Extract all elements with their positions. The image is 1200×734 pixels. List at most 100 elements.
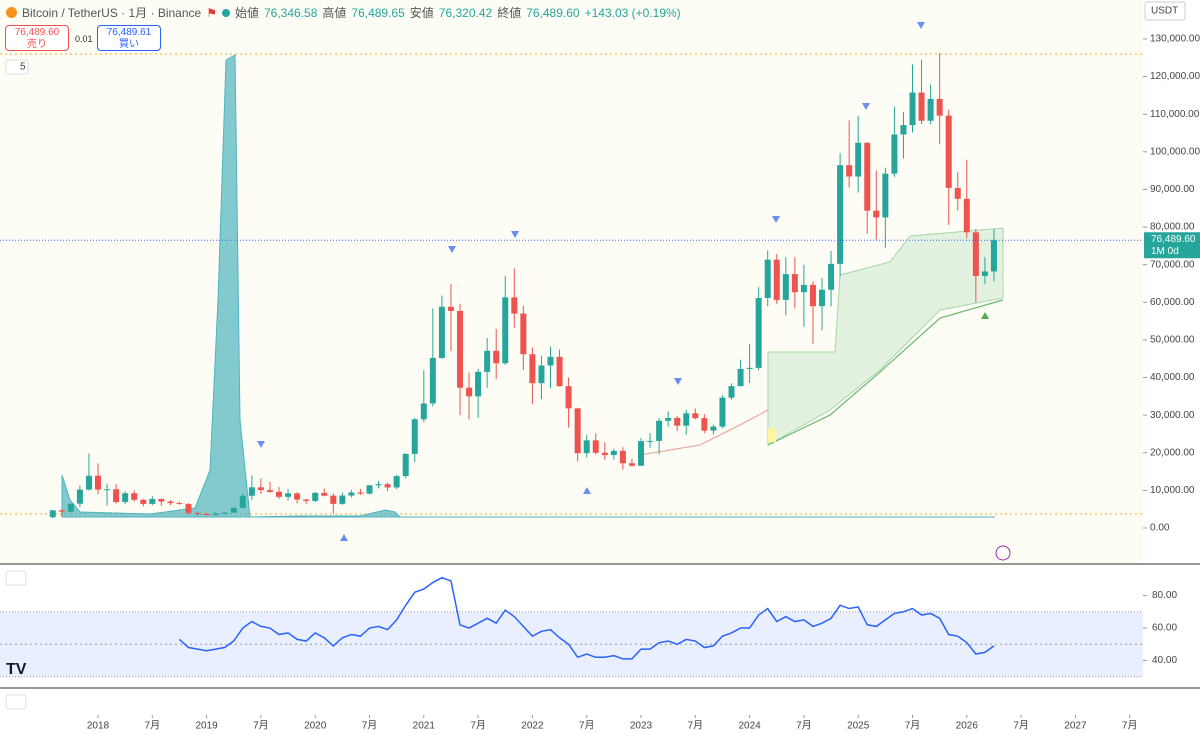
candle-body <box>484 350 491 372</box>
candle-body <box>429 357 436 404</box>
candle-body <box>113 489 120 503</box>
candle-body <box>303 499 310 501</box>
candle-body <box>285 493 292 497</box>
candle-body <box>583 440 590 454</box>
candle-body <box>638 441 644 466</box>
candle-body <box>674 417 681 426</box>
y-tick-label: 80.00 <box>1152 590 1177 601</box>
y-tick-label: 80,000.00 <box>1150 222 1195 233</box>
candle-body <box>104 489 111 491</box>
candle-body <box>167 501 174 504</box>
buy-button[interactable]: 76,489.61 買い <box>97 25 161 51</box>
sell-button[interactable]: 76,489.60 売り <box>5 25 69 51</box>
x-tick-label: 7月 <box>905 720 921 732</box>
candle-body <box>864 142 871 211</box>
sell-price: 76,489.60 <box>14 27 60 38</box>
candle-body <box>131 493 138 500</box>
candle-body <box>457 310 463 388</box>
candle-body <box>800 284 807 293</box>
currency-button[interactable] <box>1144 1 1186 21</box>
alert-icon <box>995 545 1011 561</box>
candle-body <box>963 198 970 233</box>
price-tag <box>1144 232 1200 259</box>
candle-body <box>701 418 708 431</box>
x-tick-label: 7月 <box>253 720 269 732</box>
ohlc-value: 76,489.65 <box>351 5 405 20</box>
y-tick-label: 130,000.00 <box>1150 34 1200 45</box>
candle-body <box>384 484 391 488</box>
y-tick-label: 40.00 <box>1152 655 1177 666</box>
candle-body <box>737 368 744 387</box>
y-tick-label: 120,000.00 <box>1150 71 1200 82</box>
candle-body <box>85 475 92 490</box>
collapse-button[interactable] <box>5 570 27 586</box>
flag-icon: ⚑ <box>206 5 217 20</box>
candle-body <box>185 504 192 513</box>
candle-body <box>493 350 500 364</box>
rsi-line <box>178 576 995 660</box>
collapse-button[interactable] <box>5 59 29 75</box>
candle-body <box>402 453 409 477</box>
candle-body <box>239 495 246 508</box>
candle-body <box>610 450 617 456</box>
candle-body <box>339 495 346 504</box>
baseline <box>639 409 769 456</box>
candle-body <box>628 463 635 466</box>
countdown: 1M 0d <box>1151 246 1179 257</box>
candle-body <box>945 115 952 188</box>
candle-body <box>447 306 454 311</box>
cloud-edge <box>767 299 1004 446</box>
candle-body <box>438 306 445 358</box>
candle-body <box>900 125 907 135</box>
candle-body <box>230 507 237 513</box>
candle-body <box>819 289 825 307</box>
candle-body <box>203 513 210 515</box>
buy-price: 76,489.61 <box>106 27 152 38</box>
collapse-button[interactable] <box>5 694 27 710</box>
candle-body <box>502 297 509 364</box>
candle-body <box>375 484 382 486</box>
y-tick-label: 100,000.00 <box>1150 146 1200 157</box>
candle-body <box>828 263 835 290</box>
candle-body <box>855 142 862 177</box>
candle-body <box>972 232 979 276</box>
candle-body <box>76 489 83 504</box>
coin-icon <box>6 7 17 18</box>
ohlc-label: 終値 <box>497 6 522 20</box>
buy-label: 買い <box>119 39 139 50</box>
candle-body <box>475 371 482 397</box>
candle-body <box>891 134 898 174</box>
candle-body <box>538 365 545 384</box>
ohlc-label: 高値 <box>322 6 347 20</box>
candle-body <box>294 493 301 500</box>
y-tick-label: 10,000.00 <box>1150 485 1195 496</box>
x-tick-label: 7月 <box>579 720 595 732</box>
candle-body <box>755 298 762 368</box>
x-tick-label: 2022 <box>521 721 544 732</box>
candle-body <box>547 356 554 366</box>
price-tag-label: 76,489.60 <box>1151 234 1196 245</box>
candle-body <box>67 503 74 512</box>
candle-body <box>809 284 816 307</box>
candle-body <box>936 98 943 116</box>
x-tick-label: 2025 <box>847 721 870 732</box>
candle-body <box>683 413 690 426</box>
x-tick-label: 7月 <box>1013 720 1029 732</box>
y-tick-label: 110,000.00 <box>1150 109 1200 120</box>
ohlc-value: 76,320.42 <box>438 5 493 20</box>
status-dot <box>221 8 230 17</box>
candle-body <box>981 271 988 276</box>
candle-body <box>665 417 672 421</box>
x-tick-label: 7月 <box>362 720 378 732</box>
candle-body <box>773 259 780 300</box>
candle-body <box>556 356 563 387</box>
marker <box>981 312 989 319</box>
candle-body <box>529 354 536 384</box>
candle-body <box>692 413 699 419</box>
ohlc-label: 始値 <box>234 6 259 20</box>
x-tick-label: 2024 <box>738 721 761 732</box>
candle-body <box>248 487 255 496</box>
symbol: Bitcoin / TetherUS · 1月 · Binance <box>22 6 202 20</box>
candle-body <box>511 297 518 314</box>
